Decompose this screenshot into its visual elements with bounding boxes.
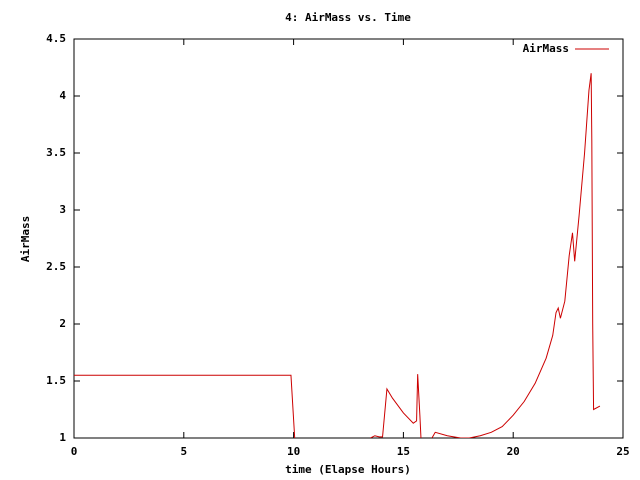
y-tick-label: 4 [59,89,66,102]
x-axis-label: time (Elapse Hours) [285,463,411,476]
data-line [74,73,601,438]
y-tick-label: 1 [59,431,66,444]
x-tick-label: 20 [507,445,520,458]
y-tick-label: 1.5 [46,374,66,387]
x-tick-label: 25 [616,445,629,458]
legend-label: AirMass [523,42,569,55]
plot-frame [73,38,624,439]
y-axis-label: AirMass [19,216,32,262]
x-tick-label: 0 [71,445,78,458]
y-tick-label: 4.5 [46,32,66,45]
y-tick-label: 2.5 [46,260,66,273]
x-tick-label: 5 [180,445,187,458]
chart-title: 4: AirMass vs. Time [285,11,411,24]
y-tick-label: 3.5 [46,146,66,159]
x-tick-label: 10 [287,445,300,458]
y-tick-label: 2 [59,317,66,330]
x-tick-label: 15 [397,445,410,458]
y-tick-label: 3 [59,203,66,216]
